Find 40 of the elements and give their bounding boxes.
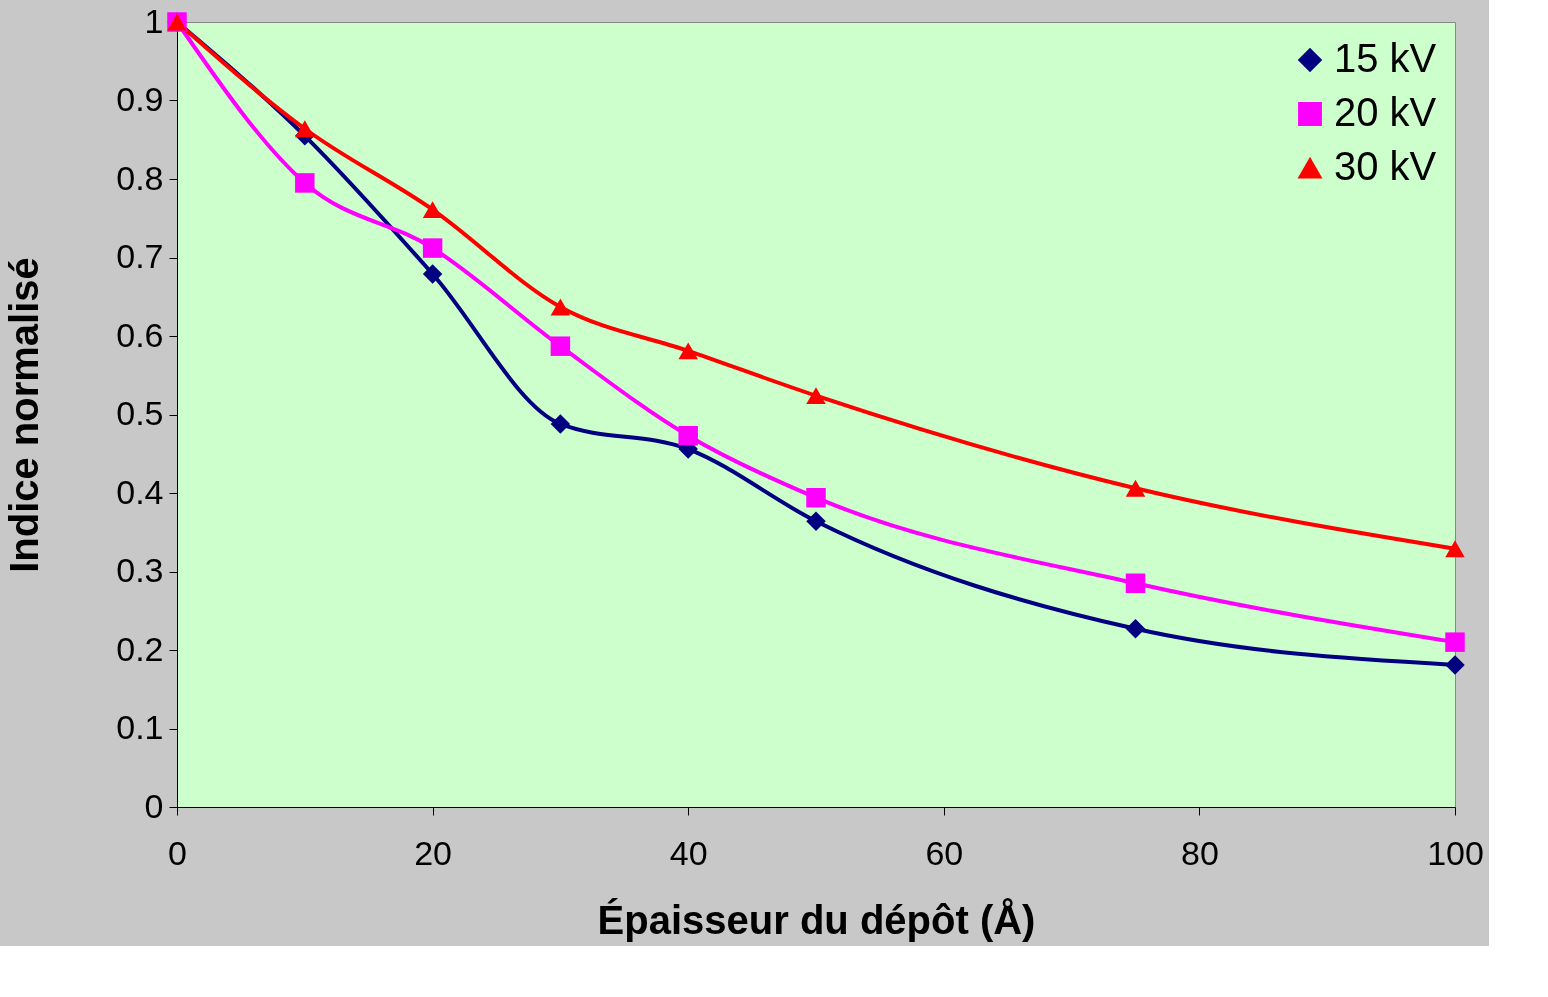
point xyxy=(1125,479,1146,497)
point xyxy=(678,425,698,446)
y-tick-label: 0.2 xyxy=(116,629,164,668)
x-tick-label: 60 xyxy=(925,833,964,872)
point xyxy=(806,387,826,405)
point xyxy=(806,511,826,532)
legend-label: 20 kV xyxy=(1334,90,1437,134)
y-tick-label: 0.1 xyxy=(116,708,164,746)
point xyxy=(422,264,443,284)
point xyxy=(550,336,571,356)
y-tick-label: 0 xyxy=(144,786,164,825)
point xyxy=(550,298,571,316)
point xyxy=(1445,540,1465,558)
y-tick-label: 0.5 xyxy=(116,394,164,432)
point xyxy=(422,201,443,219)
x-tick-label: 100 xyxy=(1427,833,1484,872)
point xyxy=(550,414,571,434)
point xyxy=(1125,619,1146,639)
y-tick-label: 0.6 xyxy=(116,315,164,354)
point xyxy=(422,238,443,258)
point xyxy=(1445,655,1465,675)
y-tick-label: 0.3 xyxy=(116,551,164,589)
x-tick-label: 40 xyxy=(669,833,708,872)
x-tick-label: 20 xyxy=(414,833,453,872)
point xyxy=(806,487,826,508)
y-tick-label: 1 xyxy=(144,1,164,40)
x-tick-label: 80 xyxy=(1180,833,1219,872)
point xyxy=(678,342,698,360)
point xyxy=(295,120,315,138)
point xyxy=(1445,632,1465,652)
legend-label: 30 kV xyxy=(1334,144,1437,188)
y-axis-title: Indice normalisé xyxy=(2,257,47,573)
y-tick-label: 0.4 xyxy=(116,472,164,511)
point xyxy=(295,173,315,193)
y-tick-label: 0.8 xyxy=(116,158,164,197)
legend-label: 15 kV xyxy=(1334,36,1437,80)
point xyxy=(1125,573,1146,594)
y-tick-label: 0.7 xyxy=(116,237,164,275)
y-tick-label: 0.9 xyxy=(116,80,164,118)
x-axis-title: Épaisseur du dépôt (Å) xyxy=(597,897,1036,942)
